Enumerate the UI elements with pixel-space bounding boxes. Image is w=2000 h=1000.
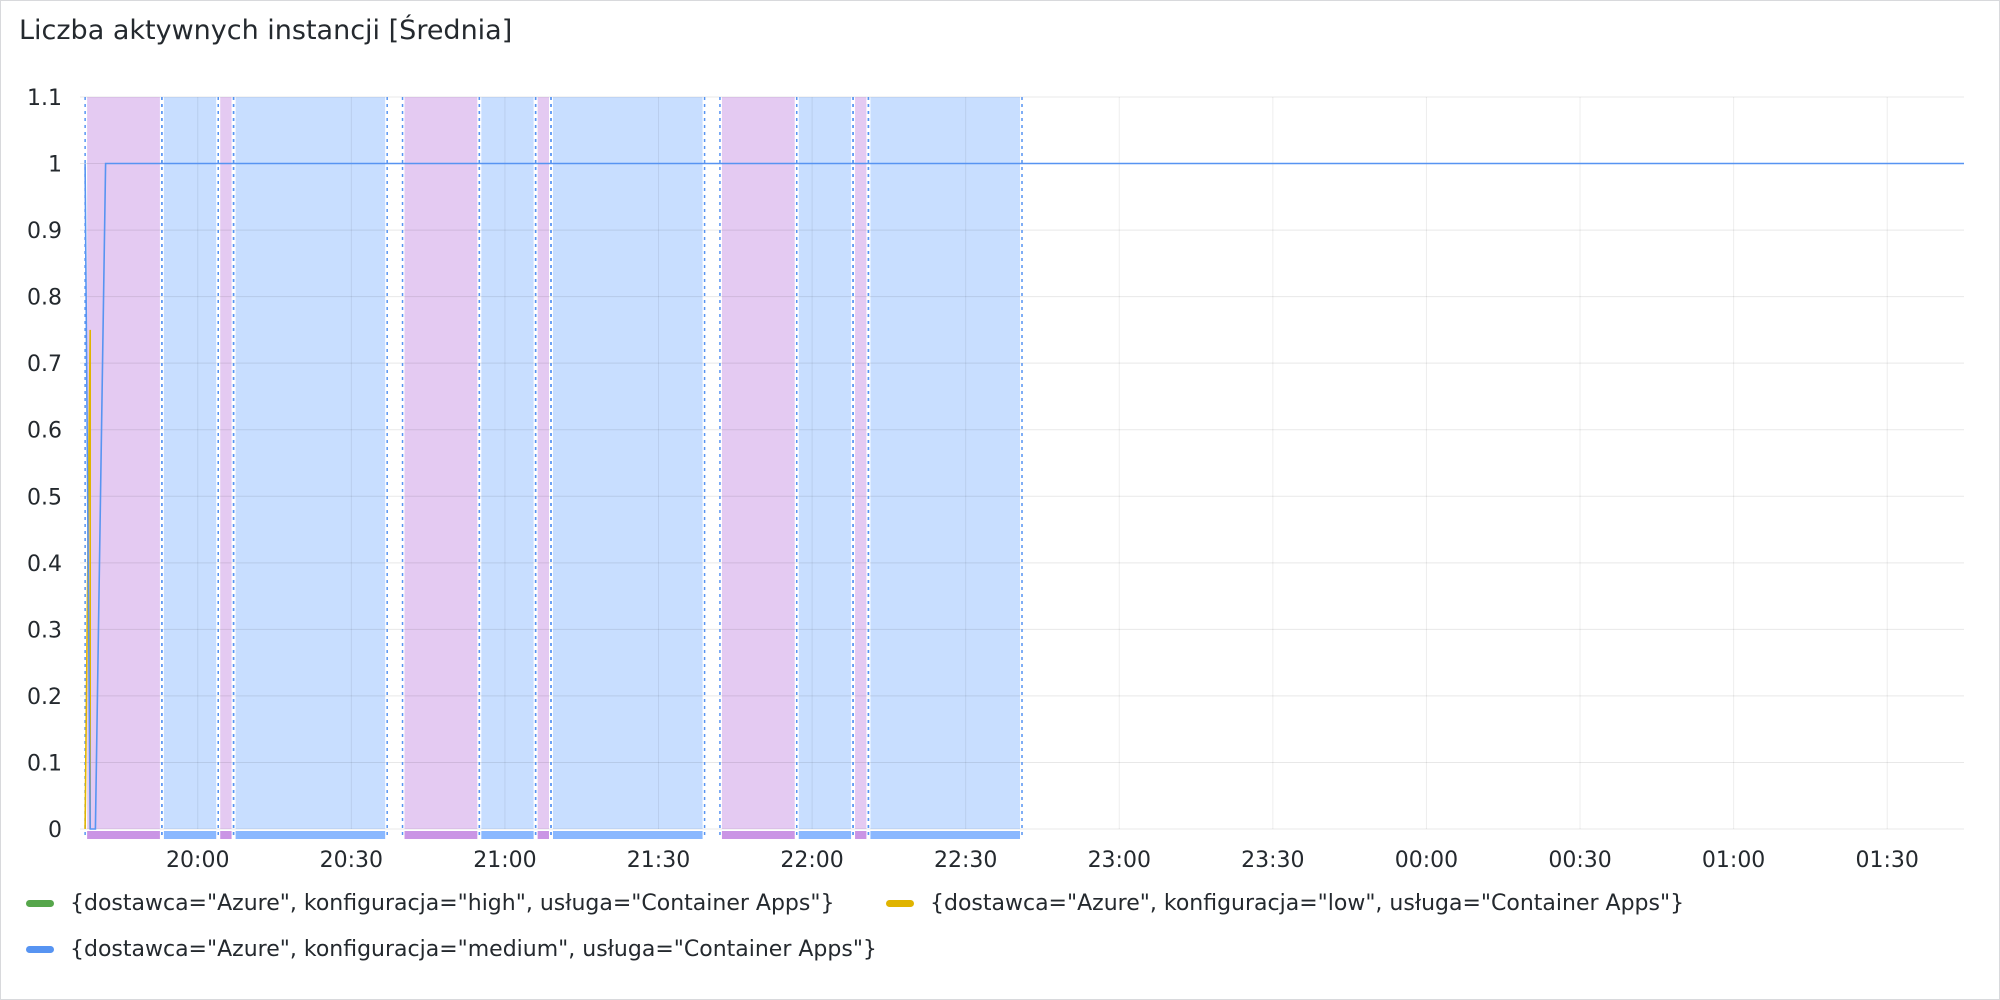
annotation-regions — [87, 97, 1020, 829]
annotation-marker-blue — [235, 831, 386, 839]
y-tick-label: 0.3 — [27, 618, 62, 643]
series-lines — [84, 162, 1964, 830]
y-tick-label: 0.7 — [27, 352, 62, 377]
annotation-region-blue — [553, 97, 703, 829]
annotation-marker-purple — [855, 831, 867, 839]
x-tick-label: 00:00 — [1395, 848, 1458, 873]
annotation-marker-purple — [537, 831, 549, 839]
y-tick-label: 0.5 — [27, 485, 62, 510]
y-tick-label: 1.1 — [27, 86, 62, 111]
legend-item[interactable]: {dostawca="Azure", konfiguracja="low", u… — [886, 888, 1684, 918]
annotation-region-purple — [537, 97, 549, 829]
annotation-marker-blue — [163, 831, 217, 839]
annotation-region-purple — [721, 97, 795, 829]
annotation-marker-purple — [87, 831, 160, 839]
x-tick-label: 20:30 — [320, 848, 383, 873]
legend-swatch — [26, 899, 54, 907]
legend-label: {dostawca="Azure", konfiguracja="medium"… — [70, 936, 877, 962]
annotation-region-blue — [163, 97, 217, 829]
legend-label: {dostawca="Azure", konfiguracja="low", u… — [930, 890, 1685, 916]
y-tick-label: 0.1 — [27, 751, 62, 776]
annotation-marker-purple — [721, 831, 795, 839]
annotation-region-purple — [855, 97, 867, 829]
y-tick-label: 0.9 — [27, 219, 62, 244]
legend-item[interactable]: {dostawca="Azure", konfiguracja="high", … — [26, 888, 834, 918]
legend-swatch — [26, 945, 54, 953]
annotation-region-purple — [404, 97, 478, 829]
series-line-2 — [84, 162, 1964, 830]
x-tick-label: 21:30 — [627, 848, 690, 873]
annotation-marker-blue — [798, 831, 852, 839]
x-tick-label: 22:00 — [780, 848, 843, 873]
x-tick-label: 21:00 — [473, 848, 536, 873]
x-tick-label: 23:30 — [1241, 848, 1304, 873]
annotation-region-purple — [87, 97, 160, 829]
x-tick-label: 00:30 — [1548, 848, 1611, 873]
x-tick-label: 23:00 — [1088, 848, 1151, 873]
annotation-marker-blue — [481, 831, 534, 839]
series-line-1 — [84, 329, 91, 830]
annotation-marker-blue — [870, 831, 1020, 839]
annotation-marker-purple — [220, 831, 232, 839]
y-tick-label: 0.2 — [27, 685, 62, 710]
annotation-markers — [84, 97, 1023, 839]
annotation-region-blue — [798, 97, 852, 829]
y-tick-label: 0.4 — [27, 552, 62, 577]
legend-swatch — [886, 899, 914, 907]
x-tick-label: 01:30 — [1856, 848, 1919, 873]
y-tick-label: 1 — [48, 153, 62, 178]
legend-item[interactable]: {dostawca="Azure", konfiguracja="medium"… — [26, 934, 877, 964]
panel-title: Liczba aktywnych instancji [Średnia] — [19, 15, 513, 46]
axes: 0 0.1 0.2 0.3 0.4 0.5 0.6 0.7 0.8 0.9 1 1.1 20:00 20:… — [27, 86, 1919, 873]
x-tick-label: 22:30 — [934, 848, 997, 873]
annotation-marker-blue — [553, 831, 703, 839]
annotation-marker-purple — [404, 831, 478, 839]
y-tick-label: 0.8 — [27, 286, 62, 311]
annotation-region-blue — [481, 97, 534, 829]
annotation-region-purple — [220, 97, 232, 829]
y-tick-label: 0.6 — [27, 419, 62, 444]
x-tick-label: 20:00 — [166, 848, 229, 873]
y-tick-label: 0 — [48, 818, 62, 843]
annotation-region-blue — [235, 97, 386, 829]
annotation-region-blue — [870, 97, 1020, 829]
legend-label: {dostawca="Azure", konfiguracja="high", … — [70, 890, 835, 916]
x-tick-label: 01:00 — [1702, 848, 1765, 873]
